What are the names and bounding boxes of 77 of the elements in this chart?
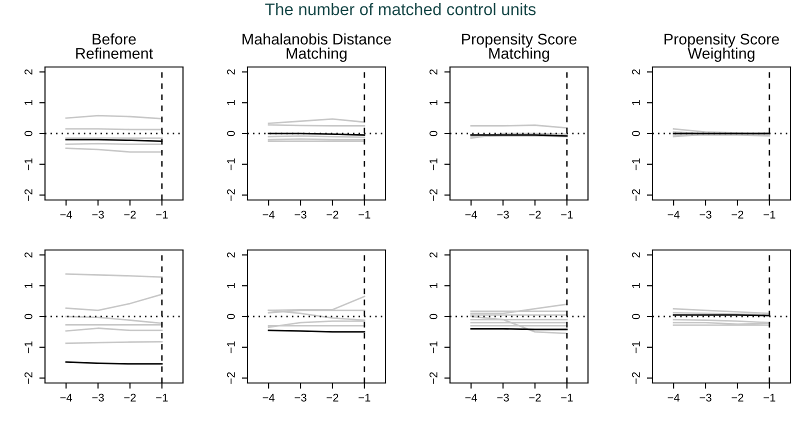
x-tick-label: −4 [668, 394, 680, 402]
y-tick-label: 0 [24, 314, 32, 320]
x-tick-label: −4 [60, 394, 72, 402]
y-tick-label: 0 [632, 314, 640, 320]
y-tick-label: 1 [632, 283, 640, 288]
chart-title: Mahalanobis Distance Matching [242, 33, 391, 62]
y-tick-label: 1 [24, 100, 32, 105]
x-tick-label: −3 [294, 394, 306, 402]
y-tick-label: −2 [24, 372, 32, 384]
y-tick-label: 2 [227, 69, 235, 74]
x-tick-label: −4 [262, 210, 275, 218]
y-tick-label: −2 [227, 372, 235, 384]
chart-title: Before Refinement [76, 33, 153, 59]
x-tick-label: −1 [156, 210, 168, 218]
y-tick-label: 2 [227, 252, 235, 258]
x-tick-label: −1 [764, 394, 776, 402]
y-tick-label: −1 [430, 158, 438, 170]
x-tick-label: −2 [529, 210, 541, 218]
x-tick-label: −1 [156, 394, 168, 402]
y-tick-label: 2 [430, 69, 438, 74]
x-tick-label: −3 [92, 210, 104, 219]
x-tick-label: −3 [700, 394, 712, 402]
y-tick-label: 1 [227, 100, 235, 105]
x-tick-label: −2 [529, 394, 541, 402]
x-tick-label: −1 [358, 210, 370, 218]
x-tick-label: −3 [497, 394, 509, 402]
y-tick-label: 1 [227, 283, 235, 288]
x-tick-label: −2 [732, 210, 744, 218]
y-tick-label: −1 [24, 158, 32, 170]
text: The number of matched control units [265, 3, 536, 16]
x-tick-label: −2 [124, 394, 136, 402]
x-tick-label: −4 [262, 394, 275, 402]
y-tick-label: 0 [227, 130, 235, 136]
y-tick-label: 1 [430, 283, 438, 288]
x-tick-label: −3 [92, 394, 104, 402]
x-tick-label: −2 [124, 210, 136, 218]
y-tick-label: −1 [632, 158, 640, 170]
y-tick-label: 1 [632, 100, 640, 105]
y-tick-label: 0 [227, 314, 235, 320]
y-tick-label: −2 [632, 372, 640, 384]
y-tick-label: −1 [24, 341, 32, 354]
y-tick-label: 0 [430, 314, 438, 320]
y-tick-label: 2 [24, 252, 32, 258]
y-tick-label: −1 [227, 158, 235, 170]
x-tick-label: −2 [326, 394, 338, 402]
y-tick-label: 0 [24, 130, 32, 136]
x-tick-label: −2 [326, 210, 338, 218]
x-tick-label: −4 [668, 210, 680, 218]
x-tick-label: −1 [561, 394, 573, 402]
x-tick-label: −4 [60, 210, 72, 218]
y-tick-label: −2 [632, 189, 640, 201]
y-tick-label: 0 [632, 130, 640, 136]
x-tick-label: −3 [497, 210, 509, 219]
y-tick-label: −2 [227, 189, 235, 201]
x-tick-label: −4 [465, 210, 478, 218]
y-tick-label: 1 [430, 100, 438, 105]
chart-title: Propensity Score Weighting [664, 33, 779, 62]
y-tick-label: −2 [430, 372, 438, 384]
y-tick-label: 0 [430, 130, 438, 136]
x-tick-label: −3 [700, 210, 712, 219]
y-tick-label: 2 [632, 252, 640, 258]
y-tick-label: −2 [24, 189, 32, 201]
x-tick-label: −1 [561, 210, 573, 218]
y-tick-label: −1 [227, 341, 235, 354]
y-tick-label: 1 [24, 283, 32, 288]
x-tick-label: −3 [294, 210, 306, 219]
x-tick-label: −2 [732, 394, 744, 402]
y-tick-label: −1 [430, 341, 438, 354]
y-tick-label: −2 [430, 189, 438, 201]
y-tick-label: 2 [24, 69, 32, 74]
y-tick-label: −1 [632, 341, 640, 354]
y-tick-label: 2 [632, 69, 640, 74]
x-tick-label: −1 [358, 394, 370, 402]
x-tick-label: −4 [465, 394, 478, 402]
y-tick-label: 2 [430, 252, 438, 258]
x-tick-label: −1 [764, 210, 776, 218]
chart-title: Propensity Score Matching [462, 33, 576, 62]
